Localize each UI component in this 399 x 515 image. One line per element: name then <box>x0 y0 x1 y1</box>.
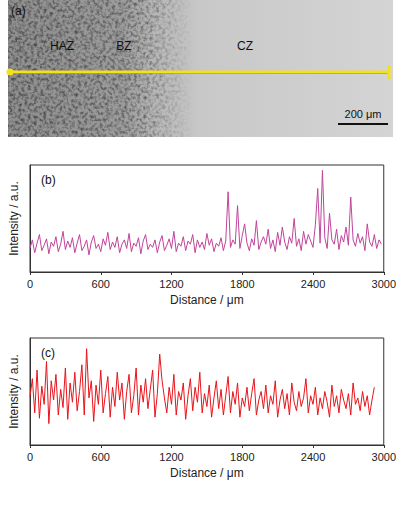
svg-text:(a): (a) <box>11 4 26 18</box>
svg-text:HAZ: HAZ <box>50 39 74 53</box>
svg-text:200 μm: 200 μm <box>345 108 382 120</box>
svg-text:(c): (c) <box>41 346 55 360</box>
svg-text:Distance / μm: Distance / μm <box>170 466 244 480</box>
svg-text:3000: 3000 <box>372 451 396 463</box>
svg-text:600: 600 <box>92 278 110 290</box>
svg-text:3000: 3000 <box>372 278 396 290</box>
svg-text:0: 0 <box>27 451 33 463</box>
svg-text:600: 600 <box>92 451 110 463</box>
svg-text:2400: 2400 <box>301 278 325 290</box>
svg-text:0: 0 <box>27 278 33 290</box>
svg-text:1200: 1200 <box>159 278 183 290</box>
svg-text:Distance / μm: Distance / μm <box>170 293 244 307</box>
svg-text:1800: 1800 <box>230 278 254 290</box>
svg-text:2400: 2400 <box>301 451 325 463</box>
svg-text:(b): (b) <box>41 173 56 187</box>
svg-text:Intensity / a.u.: Intensity / a.u. <box>7 354 21 429</box>
svg-text:BZ: BZ <box>116 39 131 53</box>
svg-text:Intensity / a.u.: Intensity / a.u. <box>7 181 21 256</box>
svg-text:CZ: CZ <box>237 39 253 53</box>
svg-text:1800: 1800 <box>230 451 254 463</box>
svg-text:1200: 1200 <box>159 451 183 463</box>
